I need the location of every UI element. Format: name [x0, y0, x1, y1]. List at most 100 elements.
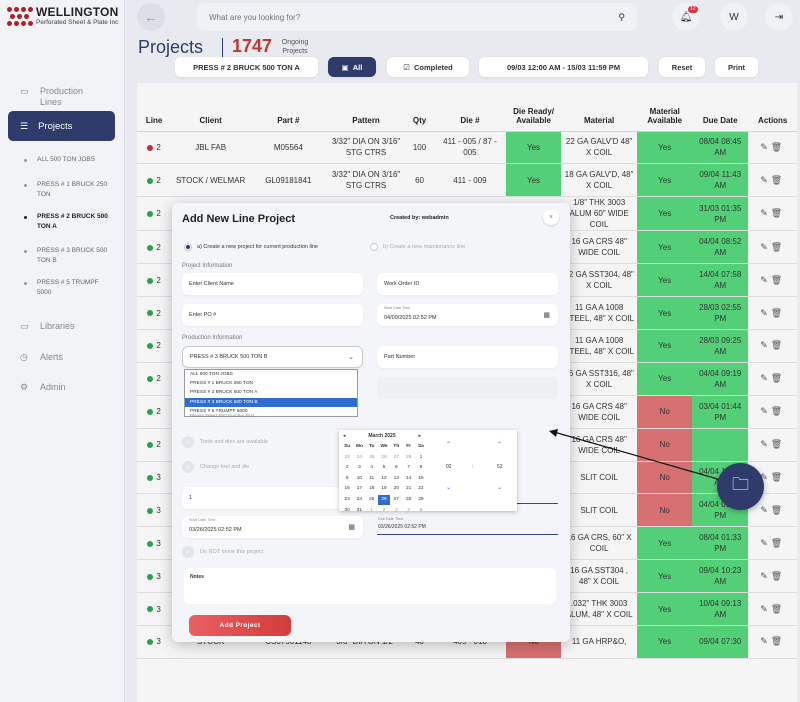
col-header[interactable]: Material Available	[637, 83, 692, 132]
col-header[interactable]: Due Date	[691, 83, 749, 132]
calendar-day[interactable]: 21	[405, 486, 412, 492]
calendar-day[interactable]: 5	[382, 465, 386, 471]
calendar-day[interactable]: 23	[344, 454, 350, 460]
logout-button[interactable]: ⇥	[765, 3, 793, 31]
notifications-button[interactable]: 🔔︎ 12	[672, 3, 700, 31]
radio-maintenance[interactable]: b) Create a new maintenance line	[370, 243, 465, 251]
hour-value[interactable]: 02	[446, 464, 452, 470]
due-datetime-value[interactable]: 03/26/2025 02:52 PM	[378, 524, 426, 530]
col-header[interactable]: Actions	[748, 83, 797, 132]
calendar-day[interactable]: 5	[419, 507, 423, 513]
calendar-day[interactable]: 1	[370, 507, 374, 513]
calendar-day[interactable]: 13	[393, 475, 399, 481]
calendar-icon[interactable]: ▦	[348, 524, 355, 531]
calendar-day[interactable]: 27	[393, 496, 399, 502]
calendar-day[interactable]: 7	[407, 465, 410, 471]
edit-icon[interactable]: ✎	[760, 406, 771, 417]
col-header[interactable]: Die Ready/ Available	[506, 83, 561, 132]
production-line-select[interactable]: PRESS # 3 BRUCK 500 TON B ⌄	[182, 346, 363, 368]
next-month-icon[interactable]: ▸	[418, 433, 421, 439]
edit-icon[interactable]: ✎	[760, 373, 771, 384]
table-row[interactable]: 2 JBL FAB M05564 3/32" DIA ON 3/16" STG CTR…	[137, 131, 797, 165]
trash-icon[interactable]: 🗑︎	[770, 307, 786, 318]
calendar-day[interactable]: 28	[405, 454, 412, 460]
edit-icon[interactable]: ✎	[760, 636, 771, 647]
edit-icon[interactable]: ✎	[760, 340, 771, 351]
calendar-day[interactable]: 3	[395, 507, 398, 513]
sidebar-item-alerts[interactable]: ◷ Alerts	[20, 352, 63, 362]
calendar-day[interactable]: 4	[407, 507, 410, 513]
calendar-day[interactable]: 29	[418, 496, 424, 502]
trash-icon[interactable]: 🗑︎	[770, 241, 786, 252]
date-range-button[interactable]: 09/03 12:00 AM - 15/03 11:59 PM	[479, 57, 648, 77]
calendar-day[interactable]: 19	[381, 486, 387, 492]
calendar-day[interactable]: 28	[405, 496, 412, 502]
edit-icon[interactable]: ✎	[760, 439, 771, 450]
calendar-day[interactable]: 24	[356, 454, 363, 460]
trash-icon[interactable]: 🗑︎	[770, 340, 786, 351]
quantity-field[interactable]: 1	[182, 487, 342, 509]
hour-down-icon[interactable]: ⌄	[446, 485, 452, 491]
reset-button[interactable]: Reset	[659, 57, 705, 77]
trash-icon[interactable]: 🗑︎	[770, 174, 786, 185]
client-name-field[interactable]: Enter Client Name	[182, 273, 363, 295]
trash-icon[interactable]: 🗑︎	[770, 406, 786, 417]
change-tool-checkbox[interactable]: ✓ Change tool and die	[182, 461, 249, 473]
print-button[interactable]: Print	[715, 57, 758, 77]
col-header[interactable]: Die #	[433, 83, 507, 132]
edit-icon[interactable]: ✎	[760, 208, 771, 219]
work-order-field[interactable]: Work Order ID	[377, 273, 558, 295]
calendar-day[interactable]: 31	[356, 507, 363, 513]
hour-up-icon[interactable]: ⌃	[446, 442, 452, 448]
close-button[interactable]: ×	[543, 209, 559, 225]
calendar-day[interactable]: 12	[381, 475, 387, 481]
calendar-day[interactable]: 27	[393, 454, 399, 460]
col-header[interactable]: Qty	[405, 83, 434, 132]
prev-month-icon[interactable]: ◂	[343, 433, 346, 439]
col-header[interactable]: Part #	[250, 83, 327, 132]
filter-completed-button[interactable]: ☑ Completed	[387, 57, 469, 77]
sidebar-subitem-press-5[interactable]: PRESS # 5 TRUMPF 5000	[24, 278, 114, 298]
trash-icon[interactable]: 🗑︎	[770, 570, 786, 581]
calendar-day[interactable]: 30	[344, 507, 350, 513]
edit-icon[interactable]: ✎	[760, 307, 771, 318]
dropdown-option[interactable]: PRESS # 5 TRUMPF 5000	[190, 408, 248, 414]
edit-icon[interactable]: ✎	[760, 241, 771, 252]
edit-icon[interactable]: ✎	[760, 537, 771, 548]
col-header[interactable]: Material	[560, 83, 638, 132]
edit-icon[interactable]: ✎	[760, 471, 771, 482]
minute-value[interactable]: 52	[497, 464, 503, 470]
calendar-day[interactable]: 22	[418, 486, 424, 492]
trash-icon[interactable]: 🗑︎	[770, 373, 786, 384]
trash-icon[interactable]: 🗑︎	[770, 504, 786, 515]
trash-icon[interactable]: 🗑︎	[770, 603, 786, 614]
calendar-day[interactable]: 15	[418, 475, 424, 481]
brand-logo[interactable]: WELLINGTON Perforated Sheet & Plate Inc	[5, 5, 118, 27]
sidebar-subitem-all-500[interactable]: ALL 500 TON JOBS	[24, 155, 114, 165]
calendar-day[interactable]: 3	[358, 465, 361, 471]
dropdown-option[interactable]: PRESS # 1 BRUCK 250 TON	[190, 381, 254, 387]
dropdown-option[interactable]: ALL 500 TON JOBS	[190, 372, 233, 377]
col-header[interactable]: Pattern	[326, 83, 406, 132]
part-number-field[interactable]: Part Number	[377, 346, 558, 368]
calendar-day[interactable]: 9	[345, 475, 349, 481]
po-field[interactable]: Enter PO #	[182, 304, 363, 326]
minute-down-icon[interactable]: ⌄	[497, 485, 503, 491]
col-header[interactable]: Client	[171, 83, 250, 132]
calendar-day[interactable]: 25	[369, 496, 375, 502]
end-datetime-field[interactable]: Start Date Time 03/26/2025 02:52 PM ▦	[182, 516, 363, 538]
sidebar-item-projects[interactable]: ☰ Projects	[8, 111, 115, 141]
line-filter-button[interactable]: PRESS # 2 BRUCK 500 TON A	[175, 57, 318, 77]
sidebar-item-libraries[interactable]: ▭ Libraries	[20, 321, 75, 331]
calendar-day-selected[interactable]: 26	[377, 494, 391, 505]
edit-icon[interactable]: ✎	[760, 603, 771, 614]
minute-up-icon[interactable]: ⌃	[497, 442, 503, 448]
calendar-day[interactable]: 2	[382, 507, 386, 513]
trash-icon[interactable]: 🗑︎	[770, 636, 786, 647]
search-icon[interactable]: ⚲	[618, 11, 625, 22]
radio-new-project[interactable]: a) Create a new project for current prod…	[184, 243, 318, 251]
trash-icon[interactable]: 🗑︎	[770, 208, 786, 219]
calendar-day[interactable]: 2	[345, 465, 349, 471]
calendar-icon[interactable]: ▦	[543, 312, 550, 319]
start-datetime-field[interactable]: Start Date Time 04/09/2025 02:52 PM ▦	[377, 304, 558, 326]
